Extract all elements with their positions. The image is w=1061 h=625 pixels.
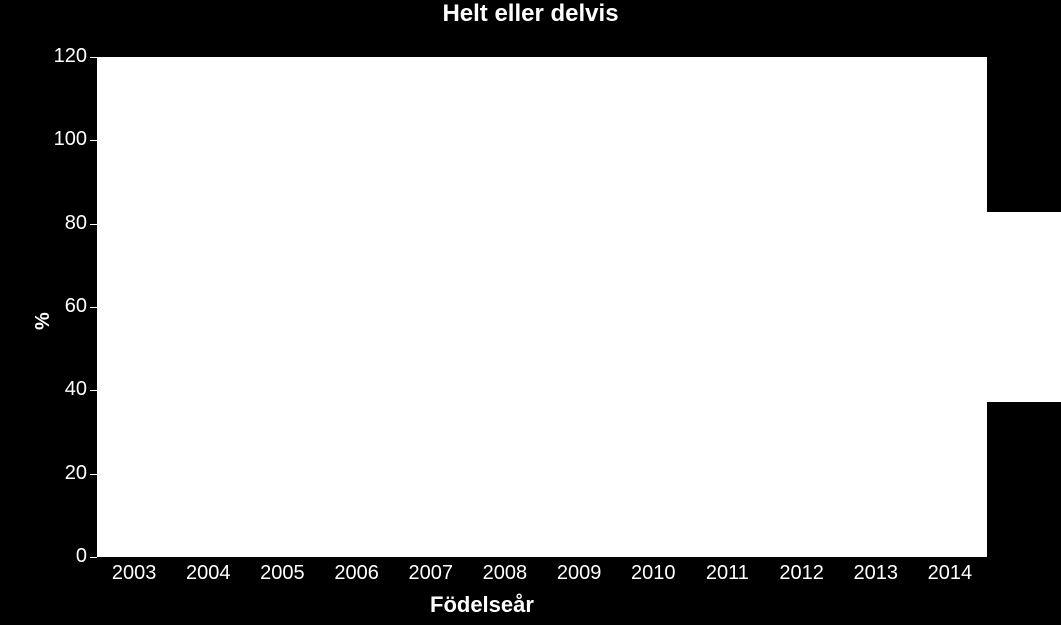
x-tick-label: 2007 bbox=[391, 562, 471, 585]
y-tick-label: 0 bbox=[27, 545, 87, 568]
x-tick-label: 2013 bbox=[836, 562, 916, 585]
x-tick-label: 2004 bbox=[168, 562, 248, 585]
y-tick-mark bbox=[90, 140, 97, 141]
y-tick-mark bbox=[90, 57, 97, 58]
y-tick-mark bbox=[90, 224, 97, 225]
y-tick-label: 20 bbox=[27, 462, 87, 485]
plot-area bbox=[97, 57, 987, 557]
y-tick-label: 80 bbox=[27, 212, 87, 235]
y-tick-mark bbox=[90, 307, 97, 308]
y-tick-mark bbox=[90, 474, 97, 475]
x-tick-label: 2010 bbox=[613, 562, 693, 585]
y-tick-mark bbox=[90, 390, 97, 391]
x-tick-label: 2005 bbox=[242, 562, 322, 585]
chart-container: Helt eller delvis % Födelseår 0204060801… bbox=[0, 0, 1061, 625]
x-tick-label: 2012 bbox=[762, 562, 842, 585]
right-white-block bbox=[987, 212, 1061, 402]
y-tick-mark bbox=[90, 557, 97, 558]
chart-title: Helt eller delvis bbox=[0, 0, 1061, 28]
y-tick-label: 40 bbox=[27, 378, 87, 401]
x-tick-label: 2008 bbox=[465, 562, 545, 585]
y-tick-label: 120 bbox=[27, 45, 87, 68]
x-tick-label: 2003 bbox=[94, 562, 174, 585]
x-tick-label: 2009 bbox=[539, 562, 619, 585]
x-tick-label: 2011 bbox=[687, 562, 767, 585]
y-tick-label: 60 bbox=[27, 295, 87, 318]
x-tick-label: 2014 bbox=[910, 562, 990, 585]
y-tick-label: 100 bbox=[27, 128, 87, 151]
x-axis-label: Födelseår bbox=[430, 592, 534, 618]
x-tick-label: 2006 bbox=[317, 562, 397, 585]
